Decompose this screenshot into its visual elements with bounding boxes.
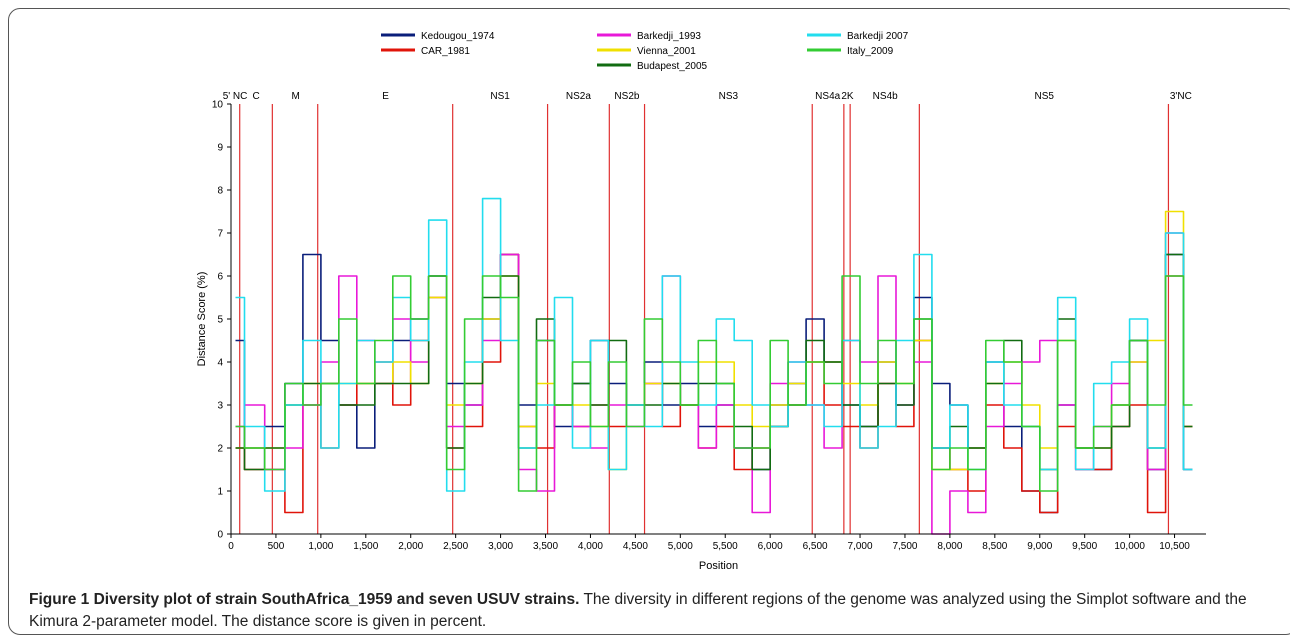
x-tick-label: 2,000 xyxy=(398,541,423,552)
caption-title: Figure 1 Diversity plot of strain SouthA… xyxy=(29,591,580,608)
region-label: 3'NC xyxy=(1170,91,1192,102)
region-label: NS1 xyxy=(490,91,510,102)
y-tick-label: 6 xyxy=(217,272,223,283)
x-tick-label: 5,500 xyxy=(713,541,738,552)
region-label: 2K xyxy=(841,91,854,102)
y-tick-label: 3 xyxy=(217,401,223,412)
x-tick-label: 7,500 xyxy=(892,541,917,552)
y-tick-label: 2 xyxy=(217,444,223,455)
y-tick-label: 1 xyxy=(217,487,223,498)
x-tick-label: 3,000 xyxy=(488,541,513,552)
legend-label: Italy_2009 xyxy=(847,46,894,57)
x-tick-label: 2,500 xyxy=(443,541,468,552)
x-tick-label: 3,500 xyxy=(533,541,558,552)
y-tick-label: 7 xyxy=(217,229,223,240)
x-tick-label: 0 xyxy=(228,541,234,552)
series-line xyxy=(235,275,1193,492)
region-label: E xyxy=(382,91,389,102)
x-tick-label: 7,000 xyxy=(848,541,873,552)
x-tick-label: 6,000 xyxy=(758,541,783,552)
x-tick-label: 9,000 xyxy=(1027,541,1052,552)
x-tick-label: 5,000 xyxy=(668,541,693,552)
figure-caption: Figure 1 Diversity plot of strain SouthA… xyxy=(29,589,1279,633)
region-label: NS5 xyxy=(1035,91,1055,102)
region-label: NS4b xyxy=(873,91,898,102)
x-axis-label: Position xyxy=(699,560,738,572)
x-tick-label: 4,000 xyxy=(578,541,603,552)
region-label: C xyxy=(253,91,260,102)
x-tick-label: 10,000 xyxy=(1114,541,1145,552)
y-tick-label: 5 xyxy=(217,315,223,326)
legend-label: Budapest_2005 xyxy=(637,61,708,72)
x-tick-label: 10,500 xyxy=(1159,541,1190,552)
region-label: NS4a xyxy=(815,91,840,102)
legend-label: Barkedji 2007 xyxy=(847,31,909,42)
x-tick-label: 9,500 xyxy=(1072,541,1097,552)
y-tick-label: 4 xyxy=(217,358,223,369)
legend-label: Barkedji_1993 xyxy=(637,31,701,42)
diversity-plot: 5' NC C M E NS1 NS2a NS2b NS3 NS4a 2K NS4b NS5 3'NC 0… xyxy=(196,31,1206,572)
legend-label: Kedougou_1974 xyxy=(421,31,495,42)
caption-text: The diversity in different regions of th… xyxy=(29,591,1247,630)
region-label: NS3 xyxy=(719,91,739,102)
y-axis-label: Distance Score (%) xyxy=(196,272,208,367)
x-tick-label: 4,500 xyxy=(623,541,648,552)
y-tick-label: 0 xyxy=(217,530,223,541)
y-tick-label: 10 xyxy=(212,100,224,111)
region-label: NS2b xyxy=(614,91,639,102)
region-label: 5' NC xyxy=(223,91,248,102)
y-tick-label: 9 xyxy=(217,143,223,154)
x-tick-label: 500 xyxy=(268,541,285,552)
series-line xyxy=(235,197,1193,492)
x-tick-label: 6,500 xyxy=(803,541,828,552)
region-label: M xyxy=(292,91,300,102)
y-tick-label: 8 xyxy=(217,186,223,197)
x-tick-label: 1,000 xyxy=(308,541,333,552)
legend-label: CAR_1981 xyxy=(421,46,470,57)
series-line xyxy=(235,232,1193,535)
x-tick-label: 8,500 xyxy=(982,541,1007,552)
figure-frame: 5' NC C M E NS1 NS2a NS2b NS3 NS4a 2K NS4b NS5 3'NC 0… xyxy=(8,8,1290,635)
region-label: NS2a xyxy=(566,91,591,102)
x-tick-label: 1,500 xyxy=(353,541,378,552)
legend-label: Vienna_2001 xyxy=(637,46,696,57)
x-tick-label: 8,000 xyxy=(937,541,962,552)
